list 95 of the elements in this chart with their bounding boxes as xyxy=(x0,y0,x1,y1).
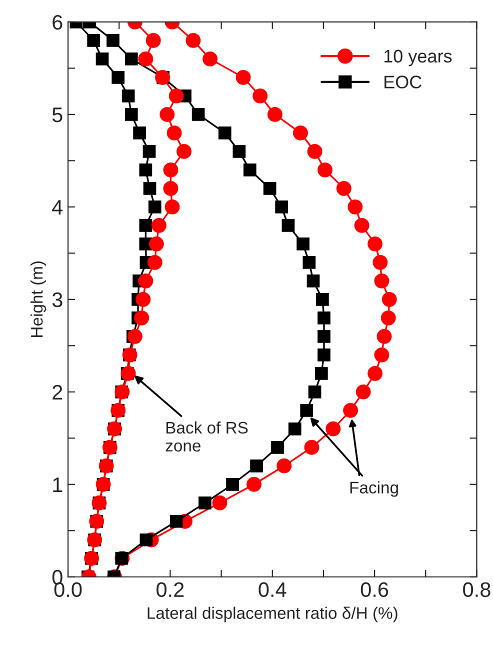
x-tick-label: 0.6 xyxy=(360,582,388,598)
x-axis-title: Lateral displacement ratio δ/H (%) xyxy=(148,606,398,622)
point xyxy=(163,162,178,178)
point xyxy=(122,90,135,102)
point xyxy=(293,125,308,140)
point xyxy=(160,106,175,122)
point xyxy=(316,293,329,306)
point xyxy=(198,496,212,510)
point xyxy=(315,366,328,380)
point xyxy=(288,422,302,436)
point xyxy=(356,384,371,400)
point xyxy=(140,533,153,546)
point xyxy=(163,180,178,196)
point xyxy=(218,126,232,140)
point xyxy=(147,254,162,270)
point xyxy=(271,440,284,454)
point xyxy=(348,199,363,214)
point xyxy=(318,162,332,178)
point xyxy=(246,476,262,492)
point xyxy=(133,126,146,140)
point xyxy=(106,34,120,47)
point xyxy=(380,310,396,326)
point xyxy=(250,459,263,472)
y-tick-label: 3 xyxy=(52,292,62,308)
point xyxy=(300,404,314,417)
point xyxy=(326,421,341,436)
point xyxy=(308,385,322,398)
point xyxy=(318,330,330,343)
point xyxy=(306,274,320,288)
point xyxy=(318,311,330,324)
point xyxy=(168,88,184,104)
point xyxy=(374,347,390,362)
point xyxy=(372,254,388,270)
point xyxy=(368,236,383,252)
point xyxy=(336,180,352,196)
annotation: Back of RS zone xyxy=(166,421,248,452)
point xyxy=(148,200,162,214)
point xyxy=(87,34,100,47)
point xyxy=(138,273,154,288)
x-tick-label: 0.8 xyxy=(463,582,490,598)
point xyxy=(307,144,322,159)
point xyxy=(267,106,282,122)
y-tick-label: 1 xyxy=(53,478,62,492)
y-axis-title: Height (m) xyxy=(30,262,46,337)
point xyxy=(302,256,316,269)
y-tick-label: 4 xyxy=(52,200,63,214)
point xyxy=(354,218,370,233)
point xyxy=(374,273,390,288)
point xyxy=(134,310,150,326)
annotation: Facing xyxy=(350,481,398,497)
point xyxy=(138,51,154,66)
point xyxy=(164,199,180,214)
point xyxy=(376,328,392,344)
point xyxy=(112,71,125,84)
point xyxy=(382,292,397,307)
point xyxy=(275,200,288,214)
point xyxy=(296,238,310,250)
point xyxy=(96,52,109,66)
point xyxy=(136,292,151,307)
point xyxy=(166,125,182,140)
point xyxy=(192,108,205,121)
point xyxy=(148,236,164,252)
point xyxy=(202,51,218,66)
point xyxy=(139,219,152,232)
point xyxy=(232,145,246,158)
point xyxy=(304,440,320,455)
point xyxy=(243,164,256,176)
point xyxy=(186,32,201,48)
point xyxy=(343,402,358,418)
point xyxy=(143,182,156,195)
point xyxy=(282,219,295,232)
point xyxy=(318,348,330,362)
point xyxy=(276,458,292,474)
point xyxy=(212,495,228,510)
legend-label: 10 years xyxy=(384,50,452,66)
point xyxy=(368,366,383,381)
point xyxy=(152,218,166,233)
x-tick-label: 0.2 xyxy=(156,582,184,598)
x-tick-label: 0.4 xyxy=(258,582,286,598)
point xyxy=(226,478,239,491)
y-tick-label: 5 xyxy=(52,108,62,122)
point xyxy=(142,145,156,158)
point xyxy=(263,182,276,195)
point xyxy=(124,52,138,66)
point xyxy=(170,514,183,528)
point xyxy=(127,328,142,344)
point xyxy=(124,108,138,121)
point xyxy=(176,144,192,159)
y-tick-label: 6 xyxy=(52,14,62,30)
point xyxy=(139,164,152,176)
point xyxy=(252,88,268,104)
point xyxy=(146,32,161,48)
legend-label: EOC xyxy=(384,76,422,88)
y-tick-label: 2 xyxy=(52,384,62,400)
point xyxy=(236,70,251,85)
